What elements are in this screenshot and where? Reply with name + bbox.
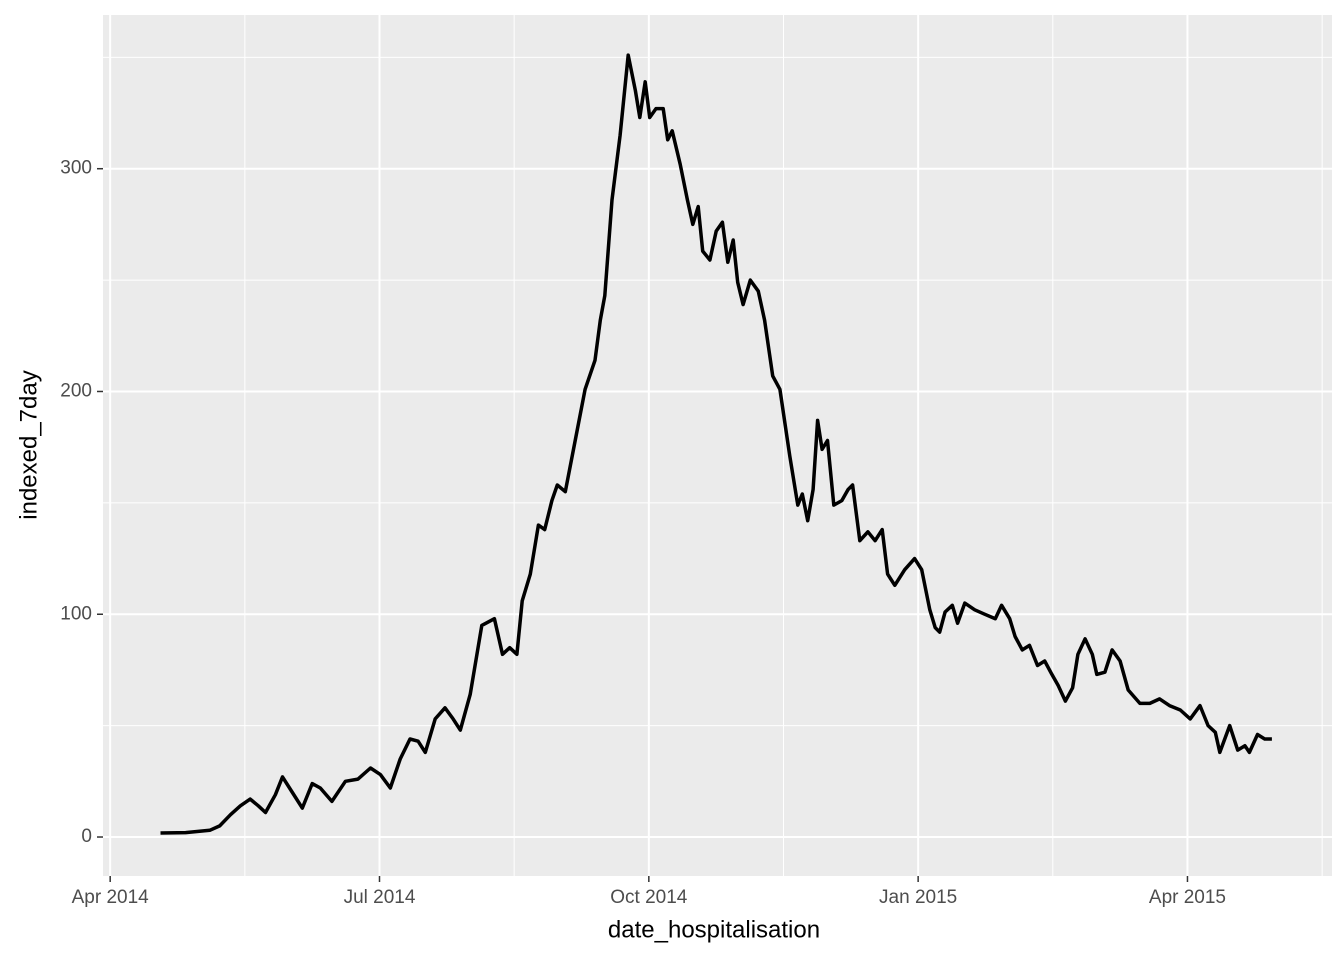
x-tick-label: Jul 2014	[344, 887, 416, 908]
y-tick-label: 200	[60, 380, 92, 401]
panel	[103, 15, 1332, 876]
x-tick-label: Apr 2015	[1149, 887, 1226, 908]
x-tick-label: Apr 2014	[72, 887, 150, 908]
y-tick-label: 100	[60, 603, 92, 624]
x-tick-label: Jan 2015	[879, 887, 957, 908]
y-axis-title: indexed_7day	[15, 370, 42, 519]
x-tick-label: Oct 2014	[610, 887, 688, 908]
y-tick-label: 300	[60, 158, 92, 179]
x-axis-title: date_hospitalisation	[608, 916, 820, 943]
data-line	[160, 53, 1272, 835]
y-tick-label: 0	[81, 826, 92, 847]
